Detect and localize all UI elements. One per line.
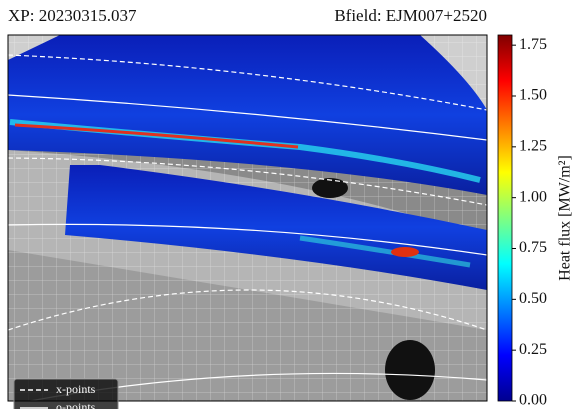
title-right: Bfield: EJM007+2520	[334, 6, 487, 25]
camera-image	[8, 35, 487, 401]
colorbar-tick-label: 0.50	[519, 290, 547, 307]
legend-label: x-points	[56, 382, 96, 396]
colorbar-label: Heat flux [MW/m²]	[557, 155, 574, 281]
legend-box	[13, 378, 119, 409]
legend: x-points o-points	[13, 378, 119, 409]
colorbar-tick-label: 1.00	[519, 188, 547, 205]
legend-label: o-points	[56, 400, 96, 409]
colorbar-tick-label: 1.75	[519, 36, 547, 53]
title-left: XP: 20230315.037	[8, 6, 137, 25]
colorbar-tick-label: 1.25	[519, 138, 547, 155]
colorbar-tick-label: 0.00	[519, 392, 547, 409]
colorbar-tick-label: 0.75	[519, 239, 547, 256]
colorbar-tick-label: 1.50	[519, 87, 547, 104]
colorbar: 0.00 0.25 0.50 0.75 1.00 1.25 1.50 1.75 Heat flu…	[497, 34, 574, 409]
colorbar-tick-label: 0.25	[519, 341, 547, 358]
image-frame	[7, 34, 488, 402]
colorbar-gradient	[497, 34, 513, 402]
